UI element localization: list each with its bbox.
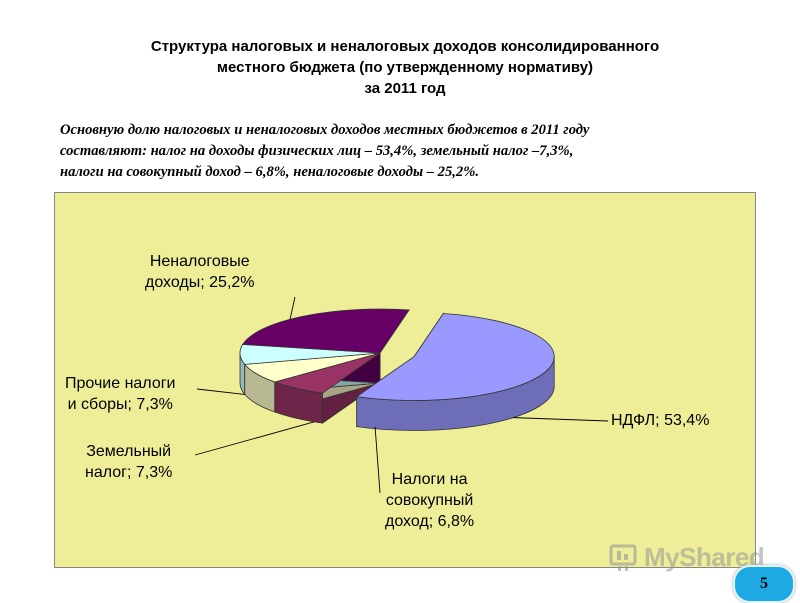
intro-text: Основную долю налоговых и неналоговых до… (60, 120, 760, 183)
pie-chart (194, 296, 609, 494)
label-prochie-line-2: и сборы; 7,3% (67, 396, 173, 413)
leader-line-ndfl (513, 417, 609, 422)
label-nenalog: Неналоговые доходы; 25,2% (145, 251, 255, 293)
label-nenalog-line-1: Неналоговые (149, 253, 250, 270)
title-line-3: за 2011 год (364, 80, 446, 97)
slide-title: Структура налоговых и неналоговых доходо… (60, 36, 750, 99)
intro-line-1: Основную долю налоговых и неналоговых до… (60, 122, 590, 138)
label-sovokup-line-1: Налоги на (391, 471, 468, 488)
leader-line-nenalog (289, 296, 296, 320)
page-number-badge: 5 (733, 565, 795, 603)
page-number: 5 (760, 575, 768, 592)
title-line-1: Структура налоговых и неналоговых доходо… (150, 38, 660, 55)
label-prochie-line-1: Прочие налоги (65, 375, 176, 392)
watermark-logo-icon (609, 544, 637, 571)
label-zemel-line-2: налог; 7,3% (85, 464, 173, 481)
label-sovokup-line-2: совокупный (385, 492, 474, 509)
label-sovokup-line-3: доход; 6,8% (385, 513, 475, 530)
label-ndfl-line-1: НДФЛ; 53,4% (611, 412, 710, 429)
intro-line-2: составляют: налог на доходы физических л… (60, 143, 574, 159)
intro-line-3: налоги на совокупный доход – 6,8%, ненал… (60, 164, 480, 180)
slice-ndfl (355, 313, 555, 401)
title-line-2: местного бюджета (по утвержденному норма… (216, 59, 594, 76)
label-nenalog-line-2: доходы; 25,2% (145, 274, 255, 291)
leader-line-zemel (194, 421, 315, 456)
pie-chart-area: Неналоговые доходы; 25,2% Прочие налоги … (54, 192, 756, 568)
slice-nenalog (242, 308, 410, 354)
label-prochie: Прочие налоги и сборы; 7,3% (65, 373, 175, 415)
label-ndfl: НДФЛ; 53,4% (611, 410, 709, 431)
label-zemel-line-1: Земельный (86, 443, 172, 460)
label-zemel: Земельный налог; 7,3% (85, 441, 172, 483)
leader-line-prochie (196, 388, 245, 395)
leader-line-sovokup (374, 426, 381, 494)
label-sovokup: Налоги на совокупный доход; 6,8% (385, 469, 474, 532)
